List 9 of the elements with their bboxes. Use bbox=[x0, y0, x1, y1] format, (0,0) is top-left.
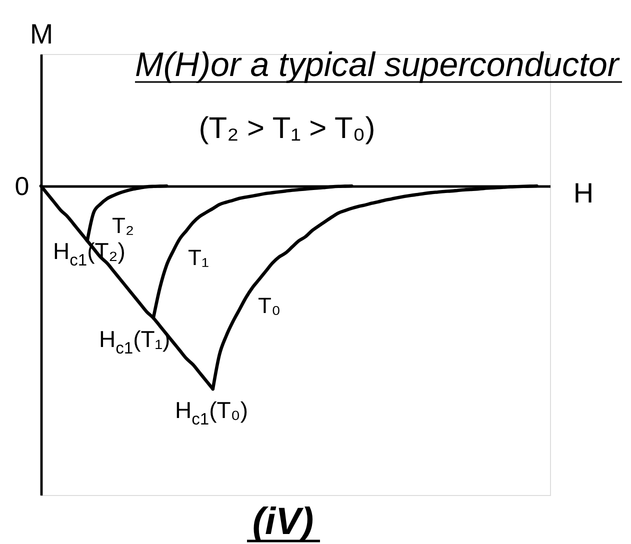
series-label: T₀ bbox=[258, 293, 281, 318]
series-label: T₁ bbox=[188, 245, 209, 270]
text: (iV) bbox=[252, 501, 314, 543]
text: 0 bbox=[14, 171, 30, 201]
y-axis-title: M bbox=[30, 18, 54, 50]
chart-title: M(H)or a typical superconductor bbox=[135, 46, 620, 84]
series-label: T₂ bbox=[112, 213, 134, 238]
x-axis-title: H bbox=[573, 178, 594, 208]
chart-subtitle: (T₂ > T₁ > T₀) bbox=[198, 112, 376, 145]
